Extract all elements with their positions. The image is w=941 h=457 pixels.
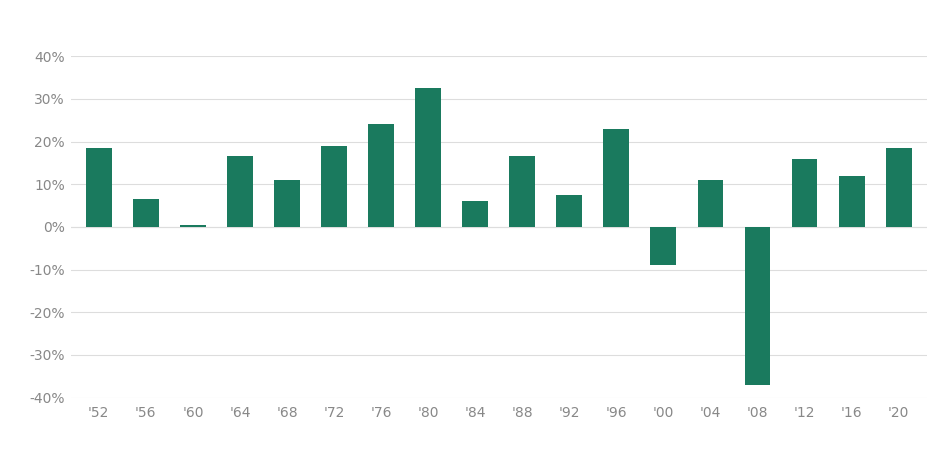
Bar <box>462 201 488 227</box>
Bar <box>368 124 394 227</box>
Bar <box>415 88 441 227</box>
Bar <box>885 148 912 227</box>
Bar <box>509 156 535 227</box>
Bar <box>650 227 677 266</box>
Bar <box>321 146 347 227</box>
Bar <box>274 180 300 227</box>
Bar <box>86 148 112 227</box>
Bar <box>556 195 582 227</box>
Bar <box>180 225 206 227</box>
Bar <box>133 199 159 227</box>
Bar <box>838 175 865 227</box>
Bar <box>744 227 771 385</box>
Bar <box>603 129 630 227</box>
Bar <box>227 156 253 227</box>
Text: Stock Market Performance in U.S. Election Years: Stock Market Performance in U.S. Electio… <box>11 14 502 32</box>
Bar <box>697 180 724 227</box>
Bar <box>791 159 818 227</box>
